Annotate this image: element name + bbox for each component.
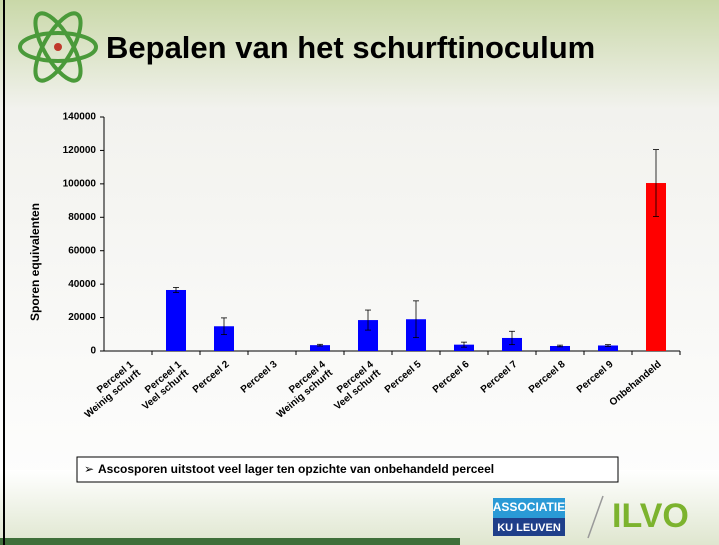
note-text: Ascosporen uitstoot veel lager ten opzic… <box>98 462 494 476</box>
atom-logo <box>18 11 98 83</box>
slide-title: Bepalen van het schurftinoculum <box>106 30 595 65</box>
error-bar <box>413 300 419 339</box>
bar <box>454 344 474 351</box>
footer-bar <box>0 538 460 545</box>
error-bar <box>509 330 515 346</box>
bar <box>166 289 186 351</box>
bar <box>598 345 618 351</box>
error-bar <box>365 309 371 331</box>
y-tick-label: 0 <box>90 346 96 357</box>
y-tick-label: 60000 <box>68 245 96 256</box>
logo-text: ASSOCIATIE <box>493 500 565 514</box>
error-bar <box>557 344 563 348</box>
logo-box <box>493 518 565 536</box>
y-tick-label: 80000 <box>68 212 96 223</box>
y-tick-label: 100000 <box>63 178 97 189</box>
bar <box>214 326 234 351</box>
y-tick-label: 140000 <box>63 112 97 123</box>
logo-divider <box>587 495 604 539</box>
error-bar <box>461 341 467 348</box>
y-tick-label: 20000 <box>68 312 96 323</box>
error-bar <box>173 287 179 293</box>
bar <box>310 345 330 351</box>
bar <box>646 183 666 351</box>
y-tick-label: 120000 <box>63 145 97 156</box>
bar <box>358 320 378 351</box>
error-bar <box>653 149 659 217</box>
error-bar <box>221 317 227 336</box>
y-axis-label: Sporen equivalenten <box>28 203 42 321</box>
note-bullet: ➢ <box>84 462 94 476</box>
logo-box <box>493 498 565 518</box>
logo-text: ILVO <box>612 497 689 535</box>
logo-text: KU LEUVEN <box>497 522 561 534</box>
y-tick-label: 40000 <box>68 279 96 290</box>
note-box <box>76 456 619 483</box>
error-bar <box>605 344 611 347</box>
error-bar <box>317 343 323 347</box>
bar <box>550 345 570 351</box>
